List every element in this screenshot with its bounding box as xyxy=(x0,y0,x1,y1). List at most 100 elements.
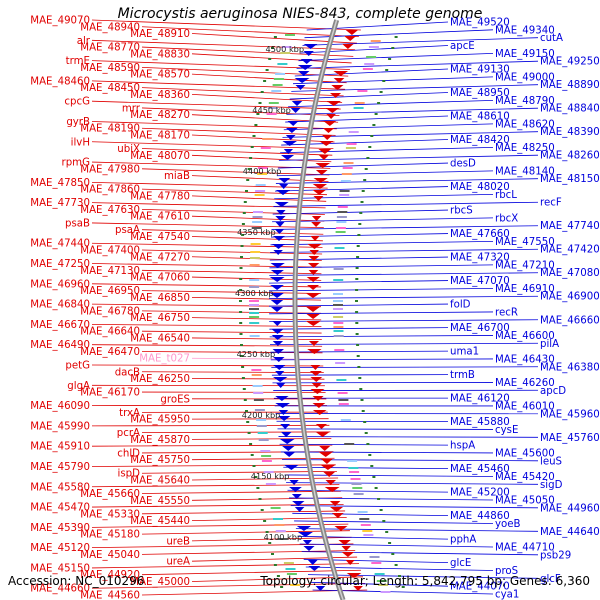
left-connector xyxy=(91,464,336,467)
scale-tick xyxy=(258,498,262,500)
left-gene-label: MAE_46780 xyxy=(80,306,140,317)
forward-gene xyxy=(307,285,320,290)
scale-tick xyxy=(242,212,246,214)
left-connector xyxy=(91,242,323,248)
forward-gene xyxy=(313,178,328,183)
category-strip xyxy=(275,530,286,532)
scale-tick xyxy=(370,465,374,467)
left-gene-label: MAE_45330 xyxy=(80,509,140,520)
right-connector xyxy=(281,459,539,462)
left-gene-label: MAE_47060 xyxy=(130,273,190,284)
left-connector xyxy=(141,471,337,474)
right-connector xyxy=(286,482,539,485)
category-strip xyxy=(270,507,281,509)
left-connector xyxy=(141,148,333,156)
forward-gene xyxy=(310,236,320,241)
scale-tick xyxy=(388,542,392,544)
scale-tick xyxy=(240,245,244,247)
scale-tick xyxy=(355,267,359,269)
reverse-gene xyxy=(290,108,301,113)
forward-gene xyxy=(306,314,320,319)
left-connector xyxy=(191,357,323,360)
category-strip xyxy=(280,52,291,54)
forward-gene xyxy=(326,101,341,106)
right-gene-label: sigD xyxy=(540,480,563,491)
left-gene-label: MAE_47630 xyxy=(80,205,140,216)
left-connector xyxy=(141,188,328,196)
right-connector xyxy=(269,335,494,338)
left-connector xyxy=(141,26,359,37)
reverse-gene xyxy=(284,465,299,470)
reverse-gene xyxy=(272,244,285,249)
reverse-gene xyxy=(273,250,283,255)
category-strip xyxy=(360,524,371,526)
forward-gene xyxy=(315,163,331,168)
right-connector xyxy=(296,60,539,69)
left-gene-label: MAE_47540 xyxy=(130,232,190,243)
scale-tick xyxy=(355,289,359,291)
category-strip xyxy=(351,483,362,485)
right-gene-label: MAE_45880 xyxy=(450,417,510,428)
category-strip xyxy=(267,107,278,109)
scale-tick xyxy=(241,366,245,368)
left-gene-label: ubiX xyxy=(117,144,140,155)
scale-tick xyxy=(260,91,264,93)
gene-labels: MAE_49070MAE_48940MAE_48910alrMAE_48770M… xyxy=(30,16,599,600)
left-connector xyxy=(141,229,324,235)
category-strip xyxy=(265,483,276,485)
left-gene-label: MAE_46090 xyxy=(30,401,90,412)
left-gene-label: MAE_45990 xyxy=(30,421,90,432)
right-connector xyxy=(280,146,494,154)
reverse-gene xyxy=(307,560,318,565)
left-gene-label: MAE_46250 xyxy=(130,374,190,385)
forward-gene xyxy=(308,341,319,346)
category-strip xyxy=(363,534,374,536)
reverse-gene xyxy=(271,329,284,334)
category-strip xyxy=(258,439,269,441)
reverse-gene xyxy=(294,78,310,83)
forward-gene xyxy=(318,452,333,457)
left-connector xyxy=(191,154,332,163)
forward-gene xyxy=(321,459,333,464)
right-gene-label: glcE xyxy=(450,558,471,569)
category-strip xyxy=(348,467,359,469)
left-connector xyxy=(91,344,323,347)
forward-gene xyxy=(312,396,324,401)
category-strip xyxy=(380,591,391,593)
right-gene-label: MAE_46380 xyxy=(540,362,600,373)
scale-tick xyxy=(249,443,253,445)
reverse-gene xyxy=(278,410,289,415)
left-gene-label: MAE_47860 xyxy=(80,185,140,196)
scale-tick xyxy=(265,531,269,533)
category-strip xyxy=(343,162,354,164)
right-gene-label: recR xyxy=(495,307,518,318)
forward-gene xyxy=(306,307,320,312)
scale-tick xyxy=(263,80,267,82)
left-gene-label: MAE_46840 xyxy=(30,300,90,311)
right-gene-label: MAE_46700 xyxy=(450,323,510,334)
left-connector xyxy=(191,276,322,281)
reverse-gene xyxy=(283,149,293,154)
reverse-gene xyxy=(291,101,303,106)
category-strip xyxy=(338,403,349,405)
left-connector xyxy=(141,510,346,515)
left-connector xyxy=(91,563,360,569)
scale-label: 4400 kbp xyxy=(243,166,282,176)
right-connector xyxy=(304,29,494,39)
scale-tick xyxy=(355,322,359,324)
category-strip xyxy=(333,316,344,318)
scale-tick xyxy=(363,179,367,181)
forward-gene xyxy=(309,371,322,376)
category-strip xyxy=(359,518,370,520)
category-strip xyxy=(272,84,283,86)
category-strip xyxy=(374,573,385,575)
reverse-gene xyxy=(303,546,315,551)
scale-tick xyxy=(359,212,363,214)
left-gene-label: MAE_45550 xyxy=(130,496,190,507)
category-strip xyxy=(257,173,268,175)
right-connector xyxy=(270,240,494,246)
left-connector xyxy=(91,364,324,367)
left-connector xyxy=(141,371,324,373)
forward-gene xyxy=(330,93,342,98)
scale-tick xyxy=(385,69,389,71)
